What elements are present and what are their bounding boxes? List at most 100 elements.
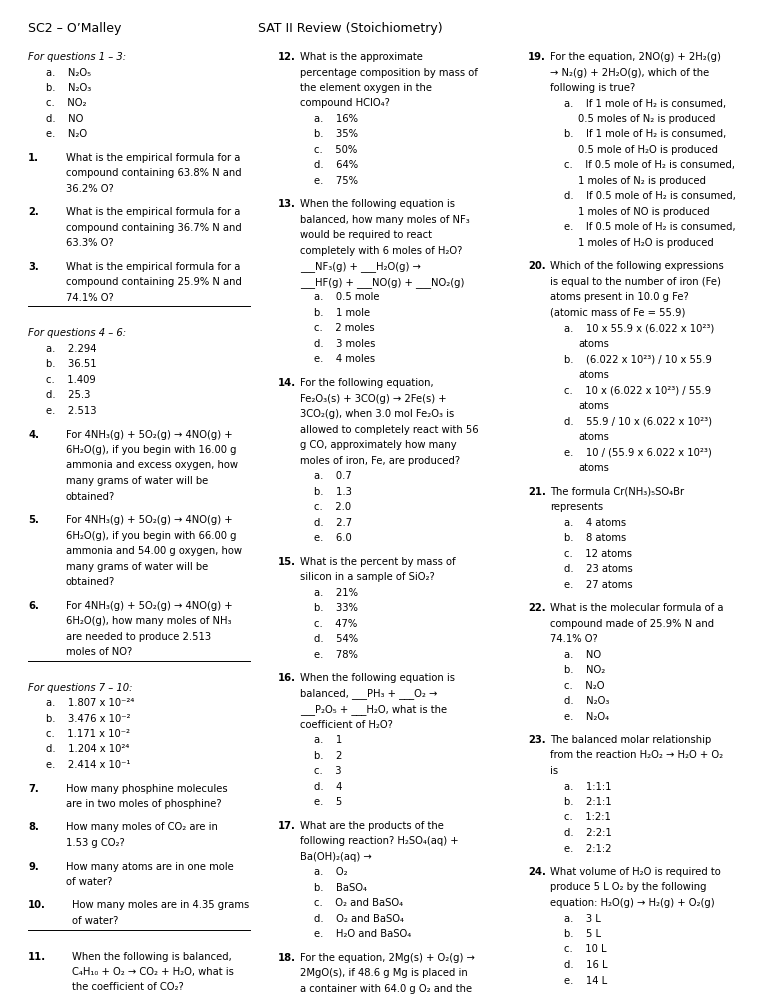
Text: atoms: atoms — [578, 370, 609, 380]
Text: 1.53 g CO₂?: 1.53 g CO₂? — [66, 838, 124, 848]
Text: b.    1 mole: b. 1 mole — [314, 308, 370, 318]
Text: For questions 4 – 6:: For questions 4 – 6: — [28, 328, 126, 339]
Text: c.    NO₂: c. NO₂ — [46, 98, 87, 108]
Text: 74.1% O?: 74.1% O? — [550, 634, 598, 644]
Text: a container with 64.0 g O₂ and the: a container with 64.0 g O₂ and the — [300, 983, 472, 993]
Text: c.    10 x (6.022 x 10²³) / 55.9: c. 10 x (6.022 x 10²³) / 55.9 — [564, 386, 711, 396]
Text: For the equation, 2NO(g) + 2H₂(g): For the equation, 2NO(g) + 2H₂(g) — [550, 52, 721, 62]
Text: d.    2:2:1: d. 2:2:1 — [564, 828, 612, 838]
Text: atoms: atoms — [578, 463, 609, 473]
Text: The balanced molar relationship: The balanced molar relationship — [550, 735, 711, 745]
Text: atoms: atoms — [578, 432, 609, 442]
Text: a.    3 L: a. 3 L — [564, 913, 601, 923]
Text: For the equation, 2Mg(s) + O₂(g) →: For the equation, 2Mg(s) + O₂(g) → — [300, 952, 475, 962]
Text: c.    O₂ and BaSO₄: c. O₂ and BaSO₄ — [314, 898, 403, 908]
Text: 12.: 12. — [278, 52, 296, 62]
Text: e.    14 L: e. 14 L — [564, 975, 607, 985]
Text: 8.: 8. — [28, 822, 39, 833]
Text: 7.: 7. — [28, 783, 38, 793]
Text: would be required to react: would be required to react — [300, 231, 432, 241]
Text: e.    2:1:2: e. 2:1:2 — [564, 844, 611, 854]
Text: c.    1.171 x 10⁻²: c. 1.171 x 10⁻² — [46, 729, 130, 739]
Text: is: is — [550, 766, 558, 776]
Text: The formula Cr(NH₃)₅SO₄Br: The formula Cr(NH₃)₅SO₄Br — [550, 486, 684, 496]
Text: 5.: 5. — [28, 515, 39, 525]
Text: 4.: 4. — [28, 429, 39, 439]
Text: b.    2: b. 2 — [314, 750, 343, 760]
Text: a.    4 atoms: a. 4 atoms — [564, 518, 626, 528]
Text: 63.3% O?: 63.3% O? — [66, 239, 114, 248]
Text: b.    8 atoms: b. 8 atoms — [564, 533, 626, 543]
Text: e.    75%: e. 75% — [314, 176, 358, 186]
Text: 15.: 15. — [278, 557, 296, 567]
Text: c.    47%: c. 47% — [314, 618, 357, 628]
Text: c.    N₂O: c. N₂O — [564, 681, 604, 691]
Text: b.    1.3: b. 1.3 — [314, 486, 352, 496]
Text: d.    NO: d. NO — [46, 114, 84, 124]
Text: SC2 – O’Malley: SC2 – O’Malley — [28, 22, 121, 35]
Text: 14.: 14. — [278, 378, 296, 388]
Text: b.    36.51: b. 36.51 — [46, 360, 97, 370]
Text: e.    2.513: e. 2.513 — [46, 406, 97, 416]
Text: 1.: 1. — [28, 153, 39, 163]
Text: b.    BaSO₄: b. BaSO₄ — [314, 883, 367, 893]
Text: compound HClO₄?: compound HClO₄? — [300, 98, 390, 108]
Text: e.    2.414 x 10⁻¹: e. 2.414 x 10⁻¹ — [46, 760, 131, 770]
Text: d.    25.3: d. 25.3 — [46, 391, 91, 401]
Text: b.    33%: b. 33% — [314, 603, 358, 613]
Text: d.    4: d. 4 — [314, 781, 343, 791]
Text: represents: represents — [550, 502, 603, 512]
Text: a.    16%: a. 16% — [314, 114, 358, 124]
Text: How many moles of CO₂ are in: How many moles of CO₂ are in — [66, 822, 218, 833]
Text: What volume of H₂O is required to: What volume of H₂O is required to — [550, 867, 720, 877]
Text: a.    If 1 mole of H₂ is consumed,: a. If 1 mole of H₂ is consumed, — [564, 98, 726, 108]
Text: C₄H₁₀ + O₂ → CO₂ + H₂O, what is: C₄H₁₀ + O₂ → CO₂ + H₂O, what is — [72, 967, 234, 977]
Text: a.    21%: a. 21% — [314, 587, 358, 597]
Text: 23.: 23. — [528, 735, 545, 745]
Text: percentage composition by mass of: percentage composition by mass of — [300, 68, 478, 78]
Text: a.    1:1:1: a. 1:1:1 — [564, 781, 611, 791]
Text: a.    NO: a. NO — [564, 649, 601, 659]
Text: c.    1:2:1: c. 1:2:1 — [564, 812, 611, 822]
Text: b.    If 1 mole of H₂ is consumed,: b. If 1 mole of H₂ is consumed, — [564, 129, 727, 139]
Text: For 4NH₃(g) + 5O₂(g) → 4NO(g) +: For 4NH₃(g) + 5O₂(g) → 4NO(g) + — [66, 600, 233, 610]
Text: a.    O₂: a. O₂ — [314, 867, 348, 877]
Text: e.    27 atoms: e. 27 atoms — [564, 580, 633, 589]
Text: balanced, ___PH₃ + ___O₂ →: balanced, ___PH₃ + ___O₂ → — [300, 689, 437, 700]
Text: b.    (6.022 x 10²³) / 10 x 55.9: b. (6.022 x 10²³) / 10 x 55.9 — [564, 355, 712, 365]
Text: 6H₂O(g), how many moles of NH₃: 6H₂O(g), how many moles of NH₃ — [66, 616, 231, 626]
Text: c.    12 atoms: c. 12 atoms — [564, 549, 632, 559]
Text: silicon in a sample of SiO₂?: silicon in a sample of SiO₂? — [300, 572, 435, 582]
Text: a.    10 x 55.9 x (6.022 x 10²³): a. 10 x 55.9 x (6.022 x 10²³) — [564, 323, 714, 334]
Text: 3.: 3. — [28, 262, 38, 272]
Text: 18.: 18. — [278, 952, 296, 962]
Text: 1 moles of NO is produced: 1 moles of NO is produced — [578, 207, 710, 217]
Text: ammonia and 54.00 g oxygen, how: ammonia and 54.00 g oxygen, how — [66, 546, 242, 556]
Text: compound containing 25.9% N and: compound containing 25.9% N and — [66, 277, 242, 287]
Text: For questions 7 – 10:: For questions 7 – 10: — [28, 683, 133, 693]
Text: 20.: 20. — [528, 261, 545, 271]
Text: following is true?: following is true? — [550, 83, 635, 93]
Text: What is the percent by mass of: What is the percent by mass of — [300, 557, 455, 567]
Text: 6H₂O(g), if you begin with 16.00 g: 6H₂O(g), if you begin with 16.00 g — [66, 445, 237, 455]
Text: a.    0.7: a. 0.7 — [314, 471, 352, 481]
Text: For 4NH₃(g) + 5O₂(g) → 4NO(g) +: For 4NH₃(g) + 5O₂(g) → 4NO(g) + — [66, 429, 233, 439]
Text: a.    N₂O₅: a. N₂O₅ — [46, 68, 91, 78]
Text: many grams of water will be: many grams of water will be — [66, 476, 208, 486]
Text: the coefficient of CO₂?: the coefficient of CO₂? — [72, 982, 184, 992]
Text: c.    2.0: c. 2.0 — [314, 502, 351, 512]
Text: obtained?: obtained? — [66, 491, 115, 502]
Text: a.    2.294: a. 2.294 — [46, 344, 97, 354]
Text: compound made of 25.9% N and: compound made of 25.9% N and — [550, 618, 714, 628]
Text: e.    10 / (55.9 x 6.022 x 10²³): e. 10 / (55.9 x 6.022 x 10²³) — [564, 447, 712, 457]
Text: d.    2.7: d. 2.7 — [314, 518, 352, 528]
Text: c.    If 0.5 mole of H₂ is consumed,: c. If 0.5 mole of H₂ is consumed, — [564, 160, 735, 171]
Text: from the reaction H₂O₂ → H₂O + O₂: from the reaction H₂O₂ → H₂O + O₂ — [550, 750, 723, 760]
Text: 21.: 21. — [528, 486, 546, 496]
Text: atoms present in 10.0 g Fe?: atoms present in 10.0 g Fe? — [550, 292, 689, 302]
Text: b.    2:1:1: b. 2:1:1 — [564, 797, 611, 807]
Text: For questions 1 – 3:: For questions 1 – 3: — [28, 52, 126, 62]
Text: c.    2 moles: c. 2 moles — [314, 323, 375, 334]
Text: How many atoms are in one mole: How many atoms are in one mole — [66, 862, 233, 872]
Text: How many phosphine molecules: How many phosphine molecules — [66, 783, 227, 793]
